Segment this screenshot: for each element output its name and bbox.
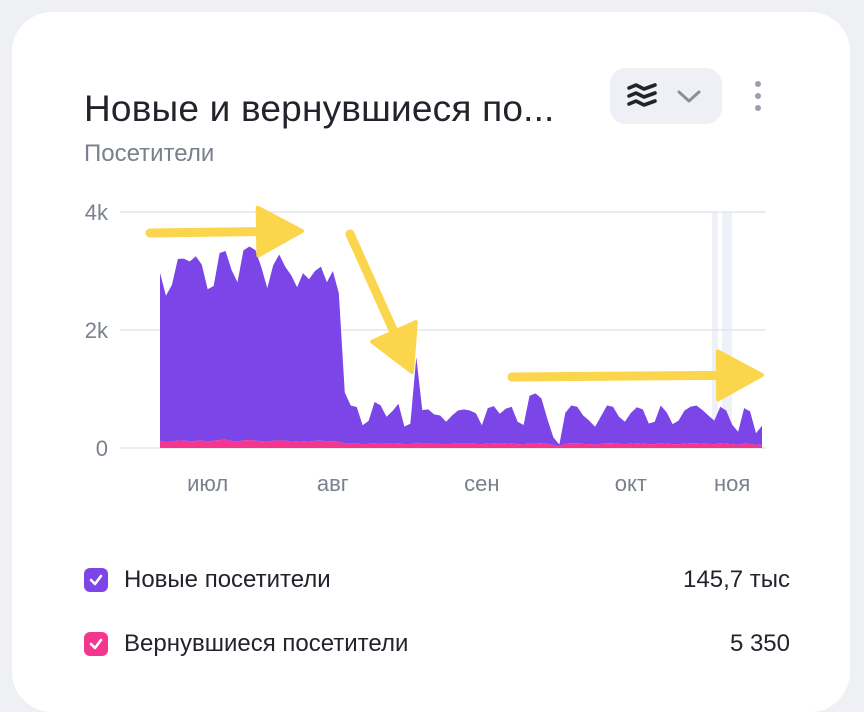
widget-title: Новые и вернувшиеся по...	[84, 88, 555, 129]
annotation-arrow-shaft	[145, 227, 267, 238]
x-tick-label: авг	[317, 471, 349, 496]
annotation-arrow-head	[715, 349, 764, 402]
more-options-button[interactable]	[748, 78, 768, 118]
more-vertical-icon	[755, 81, 761, 111]
series-area-returning-visitors	[160, 439, 762, 448]
check-icon	[89, 574, 103, 586]
stacked-area-icon	[626, 82, 658, 115]
legend-label: Вернувшиеся посетители	[124, 630, 409, 657]
visitors-area-chart: 0 2k 4k июл авг сен окт ноя	[85, 200, 766, 496]
annotation-arrow-shaft	[507, 370, 727, 382]
annotation-arrow-shaft	[345, 229, 401, 341]
x-tick-label: ноя	[714, 471, 750, 496]
y-tick-label: 0	[96, 436, 108, 461]
chart-type-dropdown[interactable]	[610, 68, 722, 124]
legend-checkbox-new[interactable]	[84, 568, 108, 592]
legend-value: 5 350	[729, 630, 790, 657]
annotation-arrow-head	[255, 205, 304, 258]
legend-label: Новые посетители	[124, 566, 331, 593]
legend-checkbox-returning[interactable]	[84, 632, 108, 656]
annotation-arrow-head	[370, 320, 418, 374]
legend-item-new-visitors: Новые посетители 145,7 тыс	[84, 560, 790, 600]
chevron-down-icon	[676, 86, 702, 111]
y-tick-label: 4k	[85, 200, 109, 225]
series-area-new-visitors	[160, 246, 762, 447]
x-tick-label: окт	[615, 471, 647, 496]
legend-value: 145,7 тыс	[683, 566, 790, 593]
legend-item-returning-visitors: Вернувшиеся посетители 5 350	[84, 624, 790, 664]
x-tick-label: июл	[187, 471, 228, 496]
y-tick-label: 2k	[85, 318, 109, 343]
widget-subtitle: Посетители	[84, 140, 215, 167]
x-tick-label: сен	[464, 471, 499, 496]
widget-card: Новые и вернувшиеся по... Посетители	[12, 12, 850, 712]
check-icon	[89, 638, 103, 650]
